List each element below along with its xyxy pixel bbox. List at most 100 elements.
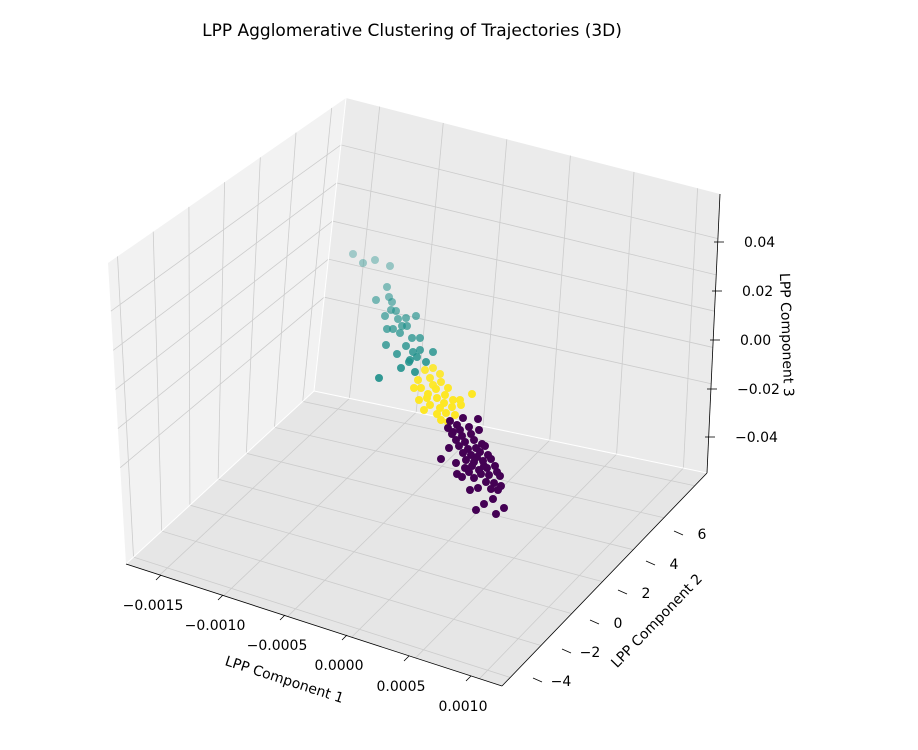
scatter-point-cluster-0: [459, 414, 467, 422]
x-tick-label: 0.0000: [315, 658, 364, 674]
chart-title: LPP Agglomerative Clustering of Trajecto…: [202, 21, 622, 41]
scatter-point-cluster-0: [452, 459, 460, 467]
scatter-point-cluster-2: [437, 378, 445, 386]
z-tick-label: 0.02: [742, 284, 773, 300]
scatter-point-cluster-0: [485, 471, 493, 479]
scatter-point-cluster-0: [462, 456, 470, 464]
left-pane: [108, 98, 346, 564]
scatter-point-cluster-2: [414, 376, 422, 384]
scatter-point-cluster-1: [383, 325, 391, 333]
scatter-point-cluster-2: [417, 384, 425, 392]
scatter-point-cluster-1: [412, 312, 420, 320]
x-tick-label: 0.0005: [377, 679, 426, 695]
scatter-point-cluster-0: [455, 442, 463, 450]
x-tick-label: −0.0005: [247, 638, 308, 654]
scatter-point-cluster-0: [474, 484, 482, 492]
scatter-point-cluster-0: [445, 444, 453, 452]
y-tick-label: 4: [670, 557, 679, 573]
x-tick-label: −0.0015: [123, 598, 184, 614]
x-tick-mark: [279, 614, 286, 621]
scatter-point-cluster-0: [458, 432, 466, 440]
scatter-point-cluster-2: [468, 390, 476, 398]
scatter-point-cluster-1: [405, 358, 413, 366]
x-tick-mark: [465, 675, 472, 682]
scatter-point-cluster-1: [386, 262, 394, 270]
scatter-point-cluster-0: [490, 479, 498, 487]
x-tick-mark: [217, 594, 224, 601]
x-tick-mark: [341, 634, 348, 641]
scatter-point-cluster-0: [466, 486, 474, 494]
scatter-point-cluster-2: [410, 384, 418, 392]
y-tick-mark: [645, 560, 656, 566]
scatter-point-cluster-1: [371, 256, 379, 264]
scatter-point-cluster-1: [383, 283, 391, 291]
scatter-point-cluster-2: [456, 396, 464, 404]
scatter-point-cluster-2: [421, 366, 429, 374]
y-tick-label: 6: [698, 527, 707, 543]
y-tick-mark: [617, 589, 628, 595]
scatter-point-cluster-2: [423, 394, 431, 402]
z-axis-line: [706, 193, 721, 474]
x-tick-mark: [155, 574, 162, 581]
scatter-point-cluster-0: [470, 474, 478, 482]
scatter-point-cluster-2: [441, 391, 449, 399]
y-tick-label: 2: [642, 586, 651, 602]
scatter-point-cluster-0: [452, 436, 460, 444]
scatter-point-cluster-1: [402, 342, 410, 350]
scatter-point-cluster-1: [416, 334, 424, 342]
scatter-point-cluster-1: [349, 250, 357, 258]
scatter-point-cluster-1: [375, 374, 383, 382]
scatter-point-cluster-0: [487, 485, 495, 493]
scatter-point-cluster-1: [394, 315, 402, 323]
y-tick-mark: [589, 619, 600, 625]
scatter-point-cluster-1: [403, 322, 411, 330]
scatter-point-cluster-0: [489, 495, 497, 503]
scatter-point-cluster-1: [359, 259, 367, 267]
scatter-point-cluster-1: [396, 329, 404, 337]
x-tick-label: −0.0010: [185, 618, 246, 634]
x-axis-line: [125, 563, 503, 687]
scatter-point-cluster-0: [477, 470, 485, 478]
scatter-point-cluster-2: [429, 364, 437, 372]
z-tick-label: −0.04: [735, 430, 778, 446]
ticks: −0.0015−0.0010−0.0005 0.0000 0.0005 0.0010 −…: [123, 235, 780, 715]
z-axis-title: LPP Component 3: [776, 273, 796, 397]
scatter-point-cluster-1: [389, 325, 397, 333]
scatter-point-cluster-0: [465, 468, 473, 476]
scatter-point-cluster-2: [437, 416, 445, 424]
scatter-point-cluster-0: [470, 436, 478, 444]
scatter-point-cluster-2: [426, 401, 434, 409]
scatter-point-cluster-0: [480, 462, 488, 470]
scatter-point-cluster-0: [473, 453, 481, 461]
floor-pane: [126, 391, 707, 686]
scatter-point-cluster-0: [461, 438, 469, 446]
pane-edge: [313, 390, 708, 474]
scatter-point-cluster-2: [436, 370, 444, 378]
scatter-point-cluster-0: [459, 449, 467, 457]
y-tick-label: 0: [614, 616, 623, 632]
scatter-point-cluster-0: [472, 506, 480, 514]
scatter-point-cluster-1: [381, 312, 389, 320]
scatter-point-cluster-0: [496, 472, 504, 480]
z-tick-label: 0.04: [744, 235, 775, 251]
scatter-point-cluster-1: [416, 346, 424, 354]
scatter-point-cluster-0: [482, 478, 490, 486]
scatter-point-cluster-0: [492, 510, 500, 518]
z-tick-label: −0.02: [737, 382, 780, 398]
scatter-point-cluster-0: [487, 455, 495, 463]
scatter-point-cluster-0: [500, 504, 508, 512]
scatter-point-cluster-0: [494, 486, 502, 494]
y-tick-mark: [532, 677, 543, 683]
scatter-point-cluster-2: [448, 403, 456, 411]
scatter-point-cluster-0: [475, 426, 483, 434]
scatter-point-cluster-0: [481, 442, 489, 450]
scatter-point-cluster-0: [465, 423, 473, 431]
scatter-point-cluster-0: [467, 430, 475, 438]
scatter-point-cluster-1: [393, 350, 401, 358]
z-tick-label: 0.00: [740, 333, 771, 349]
scatter-point-cluster-2: [451, 411, 459, 419]
scatter-point-cluster-1: [397, 364, 405, 372]
scatter-point-cluster-0: [458, 473, 466, 481]
y-tick-label: −4: [551, 674, 572, 690]
